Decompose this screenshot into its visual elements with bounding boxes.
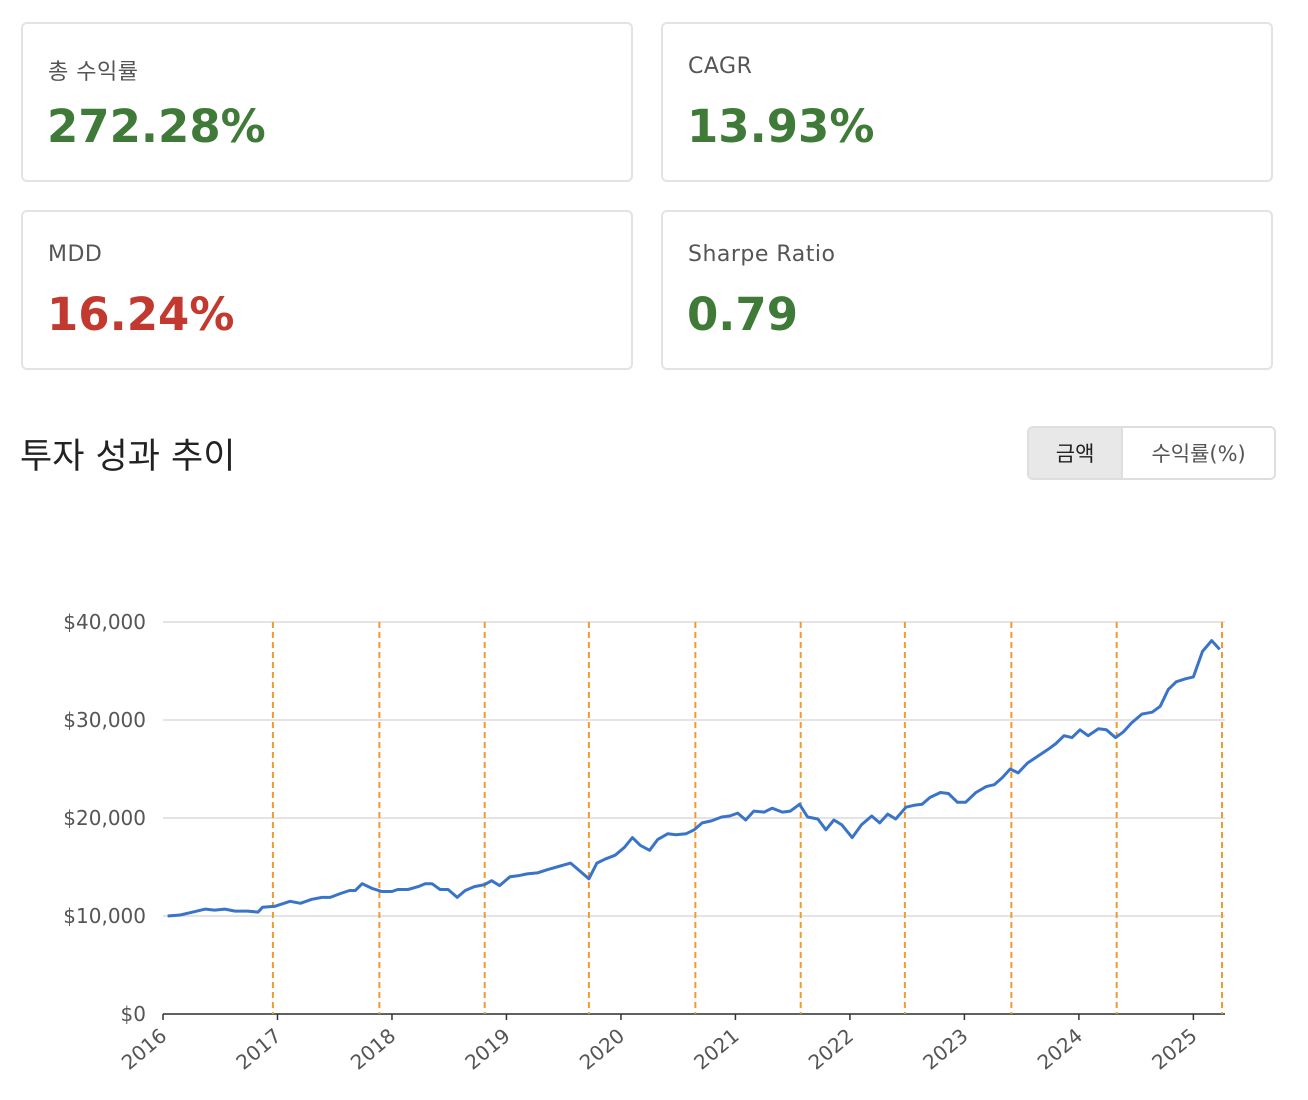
- y-tick-label: $10,000: [63, 904, 146, 928]
- x-tick-label: 2025: [1147, 1023, 1201, 1074]
- metric-label: Sharpe Ratio: [688, 242, 836, 267]
- view-toggle: 금액 수익률(%): [1027, 426, 1276, 480]
- x-tick-label: 2020: [575, 1023, 629, 1074]
- x-tick-label: 2018: [346, 1023, 400, 1074]
- y-tick-label: $0: [121, 1002, 146, 1026]
- metric-label: 총 수익률: [48, 60, 139, 85]
- metric-card: 총 수익률 272.28%: [21, 22, 633, 182]
- toggle-button[interactable]: 금액: [1029, 428, 1122, 478]
- metric-value: 272.28%: [47, 100, 266, 153]
- x-tick-label: 2017: [231, 1023, 285, 1074]
- x-tick-label: 2016: [117, 1023, 171, 1074]
- y-tick-label: $30,000: [63, 708, 146, 732]
- metric-card: CAGR 13.93%: [661, 22, 1273, 182]
- metric-card: Sharpe Ratio 0.79: [661, 210, 1273, 370]
- metric-card: MDD 16.24%: [21, 210, 633, 370]
- x-tick-label: 2021: [689, 1023, 743, 1074]
- y-tick-label: $20,000: [63, 806, 146, 830]
- x-tick-label: 2022: [804, 1023, 858, 1074]
- x-tick-label: 2023: [918, 1023, 972, 1074]
- y-tick-label: $40,000: [63, 610, 146, 634]
- x-tick-label: 2019: [460, 1023, 514, 1074]
- x-tick-label: 2024: [1033, 1023, 1087, 1074]
- metric-label: CAGR: [688, 54, 753, 79]
- series-line: [167, 639, 1221, 918]
- metric-value: 13.93%: [687, 100, 875, 153]
- section-title: 투자 성과 추이: [20, 437, 236, 477]
- toggle-button[interactable]: 수익률(%): [1121, 428, 1274, 478]
- metric-value: 0.79: [687, 288, 799, 341]
- metric-label: MDD: [48, 242, 103, 267]
- metric-value: 16.24%: [47, 288, 235, 341]
